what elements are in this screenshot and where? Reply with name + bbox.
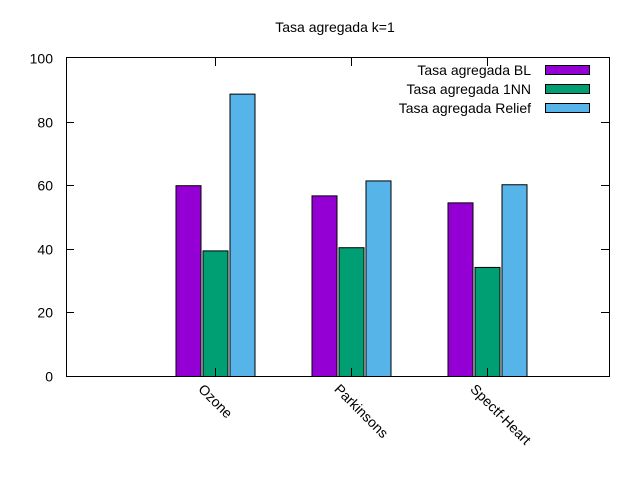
plot-frame (66, 57, 610, 377)
legend-label: Tasa agregada BL (417, 62, 531, 78)
y-axis: 0 20 40 60 80 100 (30, 51, 609, 385)
bar-ozone-series-3 (229, 93, 256, 377)
bar-spectf-heart-series-3 (501, 184, 528, 377)
y-tick-label: 20 (37, 305, 53, 321)
y-tick-label: 60 (37, 178, 53, 194)
bars-layer (175, 93, 528, 377)
y-tick-label: 80 (37, 115, 53, 131)
legend-swatch (545, 103, 590, 113)
bar-ozone-series-1 (175, 185, 202, 377)
y-tick-label: 40 (37, 242, 53, 258)
legend-label: Tasa agregada Relief (399, 100, 531, 116)
y-tick-label: 100 (30, 51, 54, 67)
legend-swatch (545, 65, 590, 75)
bar-ozone-series-2 (202, 250, 229, 377)
legend-label: Tasa agregada 1NN (406, 81, 531, 97)
bar-spectf-heart-series-2 (474, 266, 501, 377)
bar-parkinsons-series-1 (311, 195, 338, 377)
legend: Tasa agregada BL Tasa agregada 1NN Tasa ag… (399, 62, 590, 116)
bar-spectf-heart-series-1 (447, 202, 474, 377)
y-tick-label: 0 (45, 369, 53, 385)
bar-parkinsons-series-2 (338, 247, 365, 377)
chart-title: Tasa agregada k=1 (275, 19, 395, 35)
x-tick-label: Parkinsons (331, 381, 391, 441)
legend-swatch (545, 84, 590, 94)
x-tick-label: Ozone (195, 381, 236, 422)
x-tick-label: Spectf-Heart (467, 381, 534, 448)
bar-parkinsons-series-3 (365, 180, 392, 377)
